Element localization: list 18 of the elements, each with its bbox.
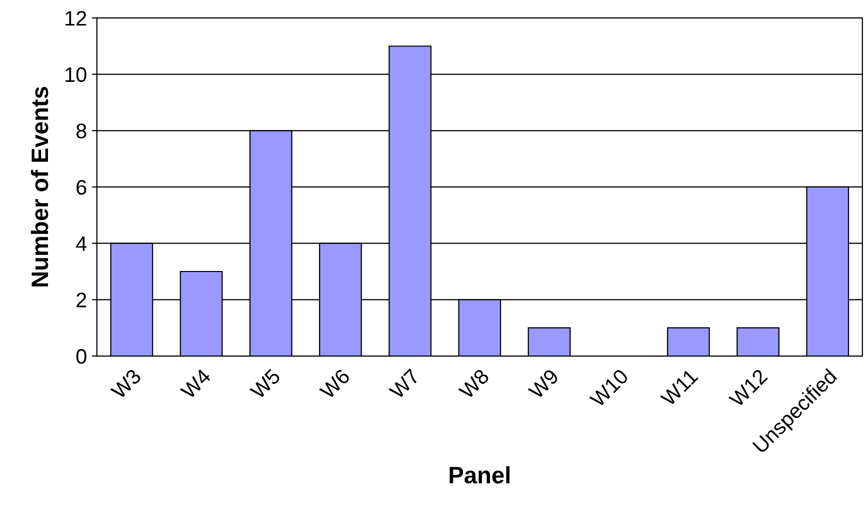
y-tick-label: 2 xyxy=(76,292,86,308)
y-tick-label: 10 xyxy=(66,67,86,82)
x-tick-label: W3 xyxy=(110,368,142,400)
x-tick-label: W10 xyxy=(588,368,630,408)
x-tick-label: W5 xyxy=(249,368,282,400)
y-axis-title: Number of Events xyxy=(30,86,48,286)
x-tick-label: W7 xyxy=(388,368,420,400)
x-tick-label: W8 xyxy=(458,368,490,400)
x-tick-label: W11 xyxy=(660,368,698,407)
y-tick-label: 0 xyxy=(76,349,86,364)
x-tick-label: W9 xyxy=(528,368,560,400)
x-tick-label: W4 xyxy=(180,368,212,400)
y-tick-label: 12 xyxy=(66,10,86,26)
x-axis-title: Panel xyxy=(450,466,510,484)
x-tick-label: W6 xyxy=(318,368,351,400)
y-tick-label: 6 xyxy=(76,180,86,195)
y-tick-label: 8 xyxy=(76,124,86,138)
y-tick-label: 4 xyxy=(76,236,87,251)
